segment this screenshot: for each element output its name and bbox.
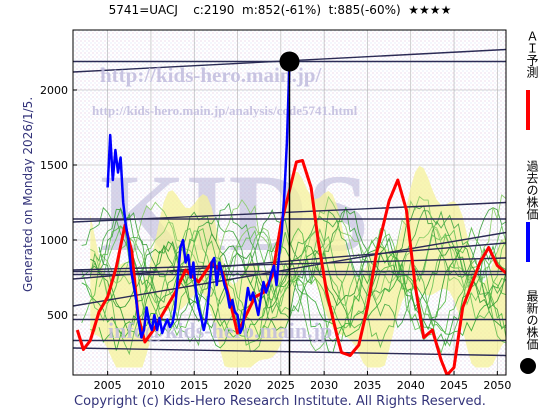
legend-label: 過去の株価 xyxy=(525,160,539,220)
x-tick-label: 2025 xyxy=(267,379,295,392)
forecast-band-line xyxy=(98,221,506,286)
legend-dot xyxy=(520,358,536,374)
chart-title: 5741=UACJ c:2190 m:852(-61%) t:885(-60%)… xyxy=(108,3,452,17)
forecast-band-line xyxy=(98,224,506,307)
copyright-footer: Copyright (c) Kids-Hero Research Institu… xyxy=(74,394,486,409)
forecast-band-line xyxy=(98,237,506,336)
watermark-analysis-url: http://kids-hero.main.jp/analysis/code57… xyxy=(92,103,358,118)
x-tick-label: 2020 xyxy=(224,379,252,392)
forecast-band-line xyxy=(81,228,506,332)
axes: 2005 2010 2015 2020 2025 2030 2035 2040 2045 2050… xyxy=(40,84,511,392)
forecast-band-line xyxy=(81,205,506,284)
x-tick-label: 2045 xyxy=(440,379,468,392)
y-tick-label: 1500 xyxy=(40,159,68,172)
forecast-band-line xyxy=(81,206,506,304)
x-tick-label: 2040 xyxy=(397,379,425,392)
x-tick-label: 2005 xyxy=(94,379,122,392)
series-layer xyxy=(75,61,506,375)
x-tick-label: 2050 xyxy=(483,379,511,392)
x-tick-label: 2015 xyxy=(180,379,208,392)
legend-label: 最新の株価 xyxy=(525,290,539,350)
y-tick-label: 500 xyxy=(47,309,68,322)
x-tick-label: 2030 xyxy=(310,379,338,392)
y-tick-label: 1000 xyxy=(40,234,68,247)
forecast-band-line xyxy=(89,202,506,330)
legend-label: ＡＩ予測 xyxy=(525,30,539,79)
current-marker-layer xyxy=(279,51,300,375)
x-tick-label: 2010 xyxy=(137,379,165,392)
plot-frame xyxy=(72,29,507,376)
y-tick-label: 2000 xyxy=(40,84,68,97)
forecast-band-line xyxy=(90,194,506,302)
forecast-band-line xyxy=(98,241,506,354)
current-price-dot xyxy=(279,51,300,72)
x-tick-label: 2035 xyxy=(353,379,381,392)
series-past-price xyxy=(106,61,291,339)
plot-area: KIDS http://kids-hero.main.jp/ http://ki… xyxy=(73,30,506,375)
